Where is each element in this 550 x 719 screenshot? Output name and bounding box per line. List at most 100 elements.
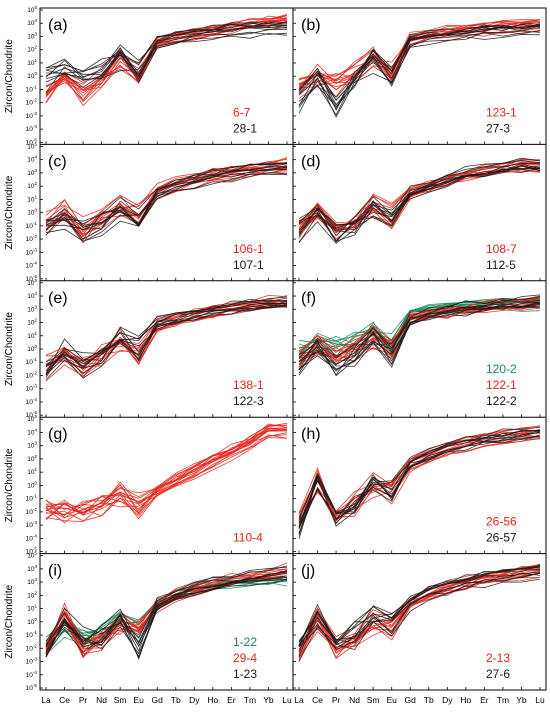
panel-letter: (d) — [301, 153, 321, 170]
series-line-red — [45, 432, 288, 523]
series-line-red — [45, 299, 288, 375]
y-tick-label: 10-3 — [26, 520, 38, 529]
x-tick-label: Dy — [442, 695, 453, 705]
x-tick-label: Gd — [405, 695, 417, 705]
y-tick-label: 10-4 — [26, 533, 38, 542]
series-line-red — [298, 298, 541, 361]
series-line-red — [45, 303, 288, 379]
y-tick-label: 10-3 — [26, 111, 38, 120]
y-tick-label: 10-1 — [26, 357, 38, 366]
series-line-black — [298, 34, 541, 118]
x-tick-label: Tb — [424, 695, 434, 705]
y-tick-label: 105 — [27, 278, 37, 287]
x-tick-label: La — [41, 695, 51, 705]
series-line-black — [45, 31, 288, 83]
x-tick-label: Sm — [367, 695, 380, 705]
series-line-black — [45, 302, 288, 374]
series-line-red — [45, 424, 288, 516]
x-tick-label: Er — [227, 695, 236, 705]
legend-label: 1-22 — [233, 635, 257, 649]
series-line-red — [298, 572, 541, 660]
x-tick-label: Pr — [79, 695, 88, 705]
x-tick-label: Tm — [497, 695, 509, 705]
panel-letter: (g) — [48, 426, 68, 443]
series-line-black — [298, 305, 541, 376]
panel-letter: (i) — [48, 563, 62, 580]
series-line-red — [45, 17, 288, 96]
legend-label: 28-1 — [233, 121, 257, 135]
series-line-black — [298, 578, 541, 662]
series-line-black — [298, 296, 541, 371]
legend-label: 123-1 — [486, 105, 517, 119]
series-line-black — [45, 299, 288, 374]
y-tick-label: 100 — [27, 617, 37, 626]
y-tick-label: 10-5 — [26, 274, 38, 283]
y-tick-label: 100 — [27, 344, 37, 353]
panel-letter: (b) — [301, 17, 321, 34]
series-line-red — [45, 302, 288, 377]
series-line-red — [45, 562, 288, 649]
series-line-black — [45, 172, 288, 242]
y-tick-label: 10-3 — [26, 384, 38, 393]
y-tick-label: 103 — [27, 577, 37, 586]
y-tick-label: 10-1 — [26, 494, 38, 503]
series-line-black — [298, 22, 541, 111]
y-tick-label: 104 — [27, 291, 37, 300]
legend-label: 6-7 — [233, 105, 251, 119]
x-tick-label: Ho — [460, 695, 471, 705]
x-tick-label: La — [294, 695, 304, 705]
series-line-black — [298, 430, 541, 529]
series-line-black — [45, 24, 288, 78]
y-axis-label: Zircon/Chondrite — [4, 448, 15, 522]
y-tick-label: 102 — [27, 318, 37, 327]
legend-label: 27-6 — [486, 667, 510, 681]
x-tick-label: Pr — [332, 695, 341, 705]
y-tick-label: 10-1 — [26, 221, 38, 230]
legend-label: 122-3 — [233, 394, 264, 408]
legend-label: 108-7 — [486, 242, 517, 256]
y-tick-label: 10-3 — [26, 657, 38, 666]
series-line-black — [45, 173, 288, 240]
x-tick-label: Dy — [189, 695, 200, 705]
series-line-black — [298, 30, 541, 108]
y-tick-label: 10-3 — [26, 247, 38, 256]
series-line-red — [45, 305, 288, 370]
series-line-black — [45, 577, 288, 661]
series-line-red — [45, 14, 288, 97]
series-line-black — [298, 299, 541, 359]
legend-label: 26-56 — [486, 515, 517, 529]
panel-letter: (j) — [301, 563, 315, 580]
y-tick-label: 102 — [27, 454, 37, 463]
series-line-black — [298, 157, 541, 237]
y-tick-label: 101 — [27, 604, 37, 613]
series-line-black — [45, 21, 288, 72]
panel-letter: (c) — [48, 153, 67, 170]
panel-g: 10-5 10-4 10-3 10-2 10-1 100 101 102 103 104 105 Zi… — [4, 414, 288, 556]
series-line-black — [45, 21, 288, 72]
x-tick-label: Nd — [349, 695, 360, 705]
legend-label: 112-5 — [486, 258, 516, 272]
legend-label: 26-57 — [486, 531, 517, 545]
series-line-black — [298, 565, 541, 646]
x-tick-label: Lu — [535, 695, 545, 705]
x-tick-label: Nd — [96, 695, 107, 705]
panel-letter: (e) — [48, 290, 68, 307]
x-tick-label: Sm — [114, 695, 127, 705]
series-line-black — [45, 166, 288, 241]
x-tick-label: Gd — [152, 695, 164, 705]
legend-label: 138-1 — [233, 378, 264, 392]
y-tick-label: 104 — [27, 427, 37, 436]
series-line-black — [298, 165, 541, 243]
panel-j: (j) 2-13 27-6 — [293, 555, 541, 690]
series-line-red — [45, 434, 288, 524]
y-tick-label: 105 — [27, 414, 37, 423]
x-tick-label: Ce — [59, 695, 70, 705]
y-tick-label: 101 — [27, 58, 37, 67]
panel-f: (f) 120-2 122-1 122-2 — [293, 282, 541, 418]
legend-label: 110-4 — [233, 531, 263, 545]
series-line-black — [45, 21, 288, 80]
x-tick-label: Eu — [133, 695, 144, 705]
y-tick-label: 10-2 — [26, 643, 38, 652]
series-line-black — [45, 565, 288, 647]
